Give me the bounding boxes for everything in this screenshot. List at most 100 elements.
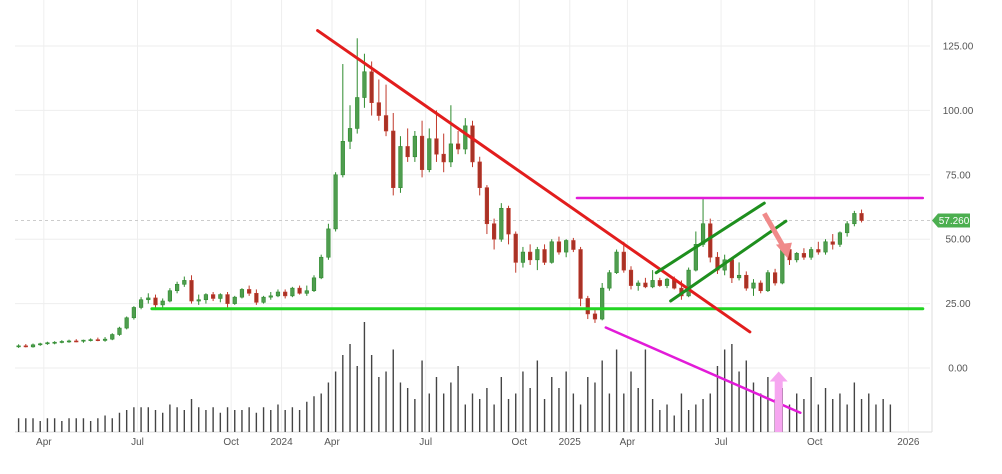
downtrend-line — [316, 29, 752, 334]
candle-body — [823, 241, 828, 253]
candle-body — [167, 290, 173, 302]
candle-body — [592, 313, 598, 320]
candle-body — [38, 343, 43, 346]
candle-body — [369, 71, 374, 103]
y-tick-label: 125.00 — [943, 42, 974, 53]
candle-body — [686, 269, 691, 297]
candle-body — [52, 341, 57, 344]
candle-body — [607, 272, 612, 289]
candle-body — [340, 141, 345, 176]
candle-body — [859, 213, 864, 221]
candle-body — [816, 249, 821, 253]
candle-body — [131, 307, 136, 319]
candle-body — [513, 233, 518, 263]
candle-body — [175, 283, 180, 292]
candle-body — [729, 259, 734, 279]
candle-body — [268, 295, 273, 298]
candle-body — [412, 135, 417, 158]
candle-body — [744, 274, 749, 289]
candle-body — [535, 249, 540, 261]
candle-body — [578, 249, 583, 299]
candle-body — [102, 338, 108, 341]
up-arrow-head — [769, 371, 788, 382]
candle-body — [59, 341, 64, 343]
candle-body — [160, 300, 165, 306]
x-tick-label: Oct — [807, 437, 823, 448]
candle-body — [484, 187, 490, 225]
candle-body — [95, 339, 100, 341]
candle-body — [506, 207, 511, 235]
y-tick-label: 0.00 — [948, 364, 968, 375]
candle-body — [614, 251, 619, 273]
candle-body — [304, 290, 309, 294]
y-tick-label: 50.00 — [945, 235, 970, 246]
candle-body — [542, 249, 547, 263]
candle-body — [239, 289, 245, 298]
candle-body — [448, 143, 453, 163]
candle-body — [218, 294, 223, 299]
candle-body — [355, 97, 360, 129]
candle-body — [153, 297, 158, 306]
candle-body — [736, 274, 742, 279]
candle-body — [247, 289, 252, 294]
candle-body — [383, 115, 389, 132]
x-tick-label: Jul — [131, 437, 144, 448]
candle-body — [146, 297, 151, 301]
x-tick-label: 2024 — [270, 437, 293, 448]
candle-body — [794, 253, 799, 261]
candle-body — [283, 291, 288, 297]
candle-body — [621, 251, 626, 271]
candle-body — [398, 146, 403, 188]
candle-body — [455, 143, 461, 150]
candle-body — [470, 125, 475, 163]
candle-body — [16, 345, 21, 348]
down-arrow-shaft — [762, 212, 787, 249]
candle-body — [30, 344, 36, 348]
candle-body — [650, 280, 655, 288]
candle-body — [391, 130, 396, 188]
candle-body — [693, 244, 698, 271]
candle-body — [225, 294, 230, 304]
candle-body — [74, 340, 79, 343]
candle-body — [571, 240, 576, 250]
candle-body — [23, 345, 28, 348]
candle-body — [657, 280, 662, 286]
candle-body — [110, 334, 115, 340]
candle-body — [528, 251, 533, 261]
candle-body — [636, 282, 641, 286]
y-tick-label: 25.00 — [945, 299, 970, 310]
x-tick-label: Jul — [715, 437, 728, 448]
candle-body — [780, 249, 785, 284]
last-price-label: 57.260 — [939, 216, 970, 227]
candle-body — [427, 138, 432, 170]
candle-body — [319, 256, 324, 279]
candle-body — [564, 240, 569, 253]
volume-trend-line — [604, 326, 802, 414]
candle-body — [664, 278, 670, 286]
candle-body — [643, 282, 648, 288]
x-tick-label: Jul — [419, 437, 432, 448]
candle-body — [275, 291, 281, 297]
candle-body — [326, 228, 331, 258]
candle-body — [232, 296, 237, 304]
down-arrow-head — [775, 242, 792, 259]
candle-body — [520, 251, 526, 263]
candle-body — [88, 339, 93, 341]
candle-body — [376, 102, 381, 116]
candle-body — [290, 287, 295, 297]
candle-body — [765, 272, 770, 292]
candle-body — [333, 174, 338, 230]
candle-body — [189, 280, 194, 302]
candle-body — [837, 232, 843, 245]
candle-body — [261, 296, 266, 303]
x-tick-label: Apr — [620, 437, 636, 448]
channel-lower-line — [669, 219, 788, 303]
candle-body — [203, 294, 209, 301]
candle-body — [600, 287, 605, 320]
candle-body — [852, 213, 857, 225]
candle-body — [463, 125, 468, 150]
candle-body — [81, 339, 86, 342]
candle-body — [751, 282, 756, 289]
candle-body — [211, 294, 216, 299]
